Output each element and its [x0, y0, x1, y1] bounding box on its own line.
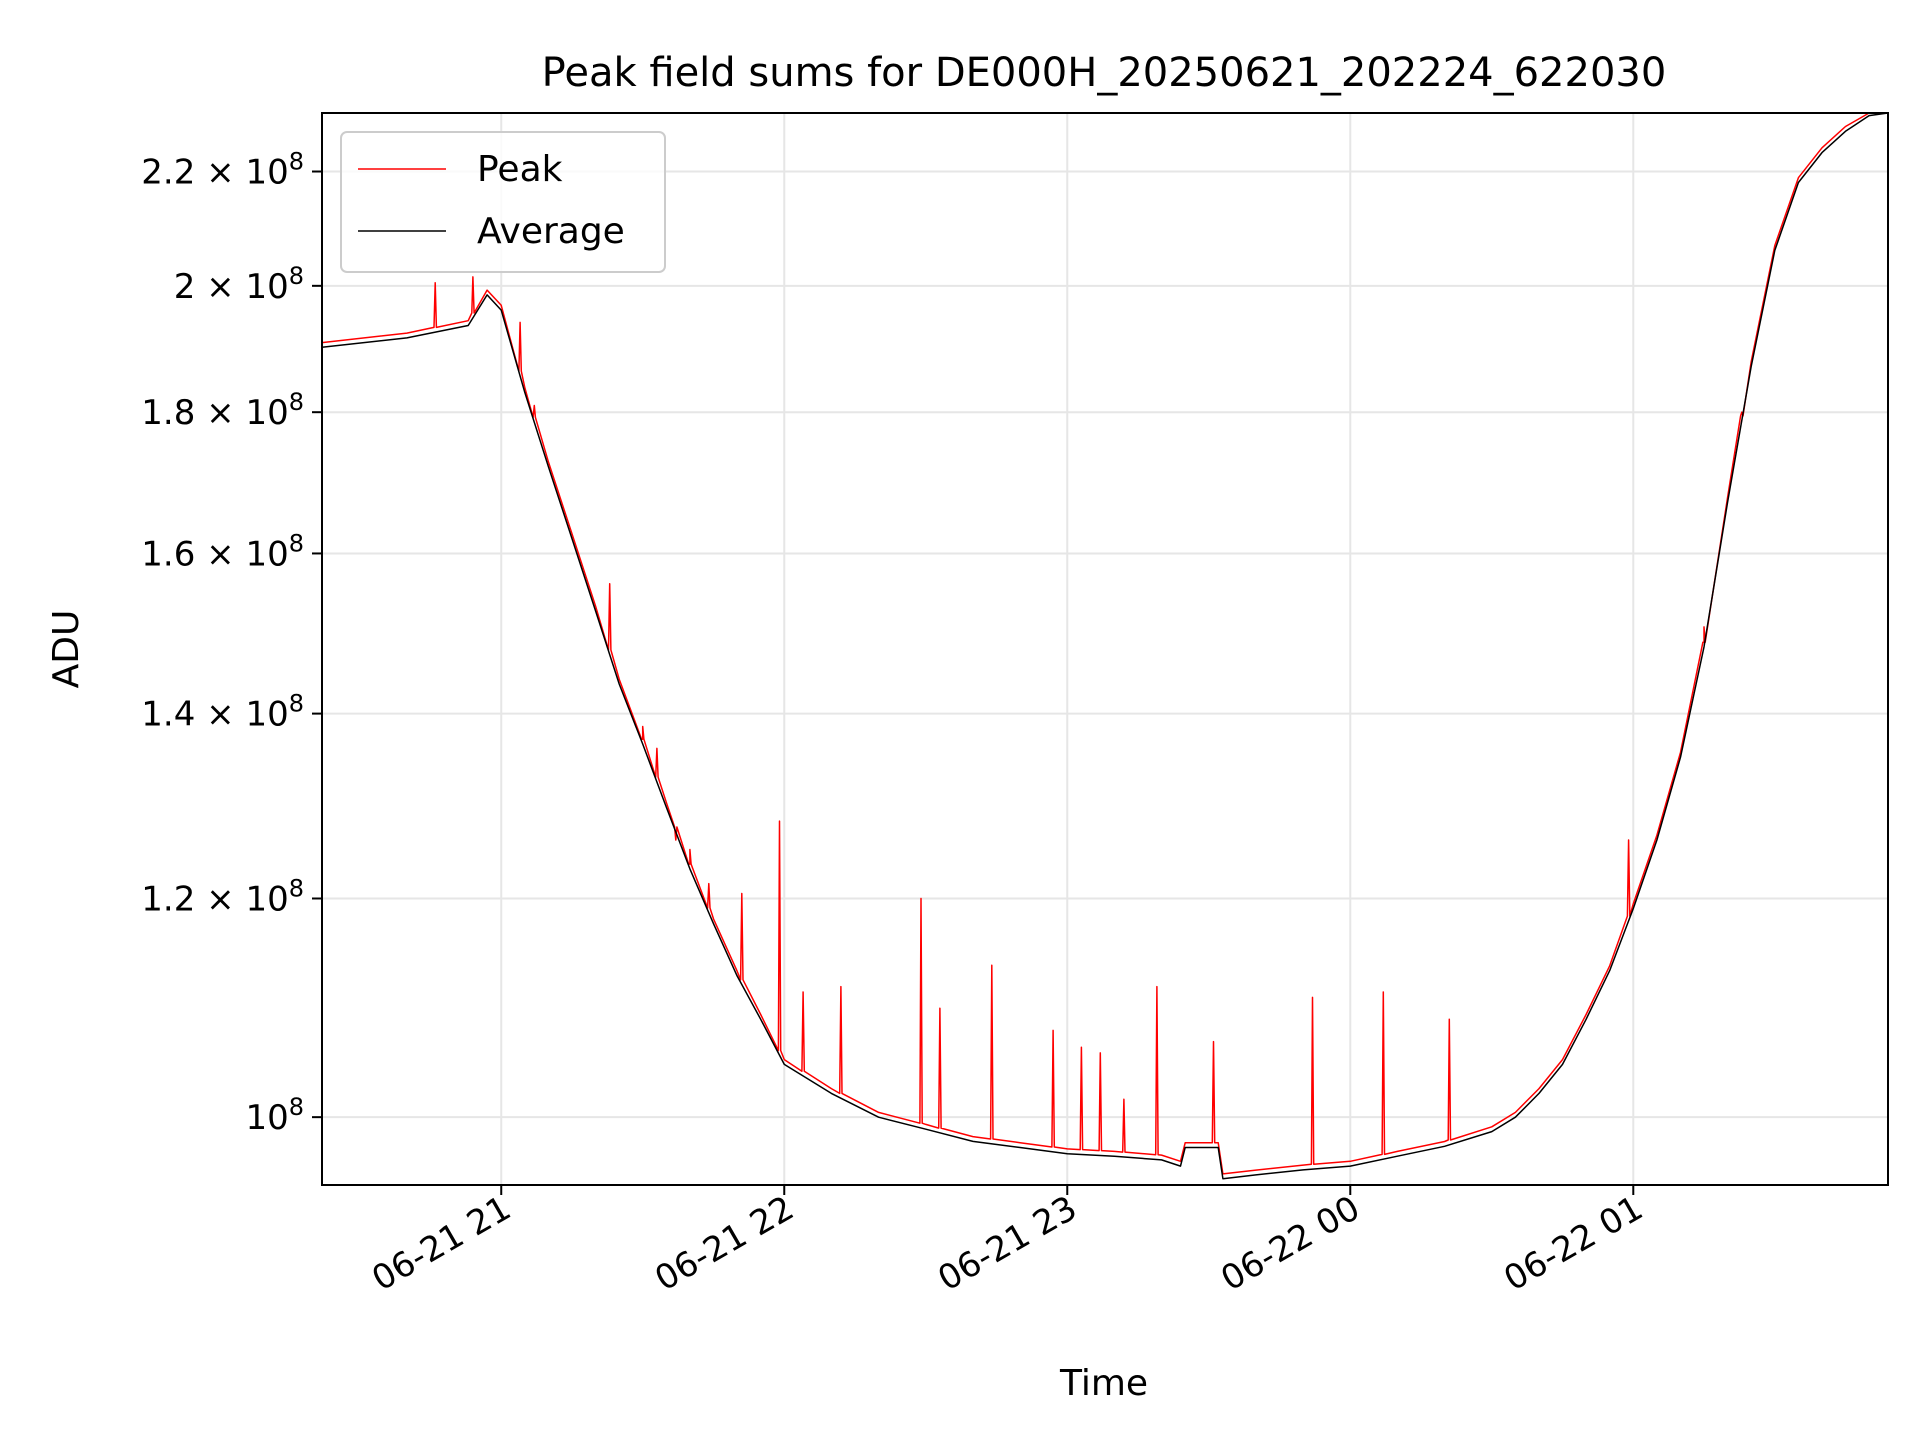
series-peak: [321, 112, 1888, 1175]
plot-frame: [321, 112, 1889, 1186]
average-line: [321, 112, 1889, 1180]
y-axis-label: ADU: [46, 610, 87, 689]
y-tick-label: 1.4 × 108: [141, 690, 304, 735]
legend-label-peak: Peak: [477, 149, 563, 190]
legend-label-average: Average: [477, 211, 625, 252]
legend-box: [340, 131, 666, 273]
y-tick-label: 1.2 × 108: [141, 874, 304, 919]
y-tick-label: 1.8 × 108: [141, 388, 304, 433]
y-tick-label: 2 × 108: [174, 262, 304, 307]
legend: Peak Average: [340, 131, 666, 273]
grid: [322, 113, 1888, 1185]
y-tick-label: 1.6 × 108: [141, 529, 304, 574]
peak-line: [321, 112, 1888, 1175]
x-axis-label: Time: [1059, 1363, 1148, 1404]
chart-title: Peak field sums for DE000H_20250621_2022…: [542, 50, 1667, 96]
y-tick-label: 2.2 × 108: [141, 148, 304, 193]
series-average: [321, 112, 1889, 1180]
